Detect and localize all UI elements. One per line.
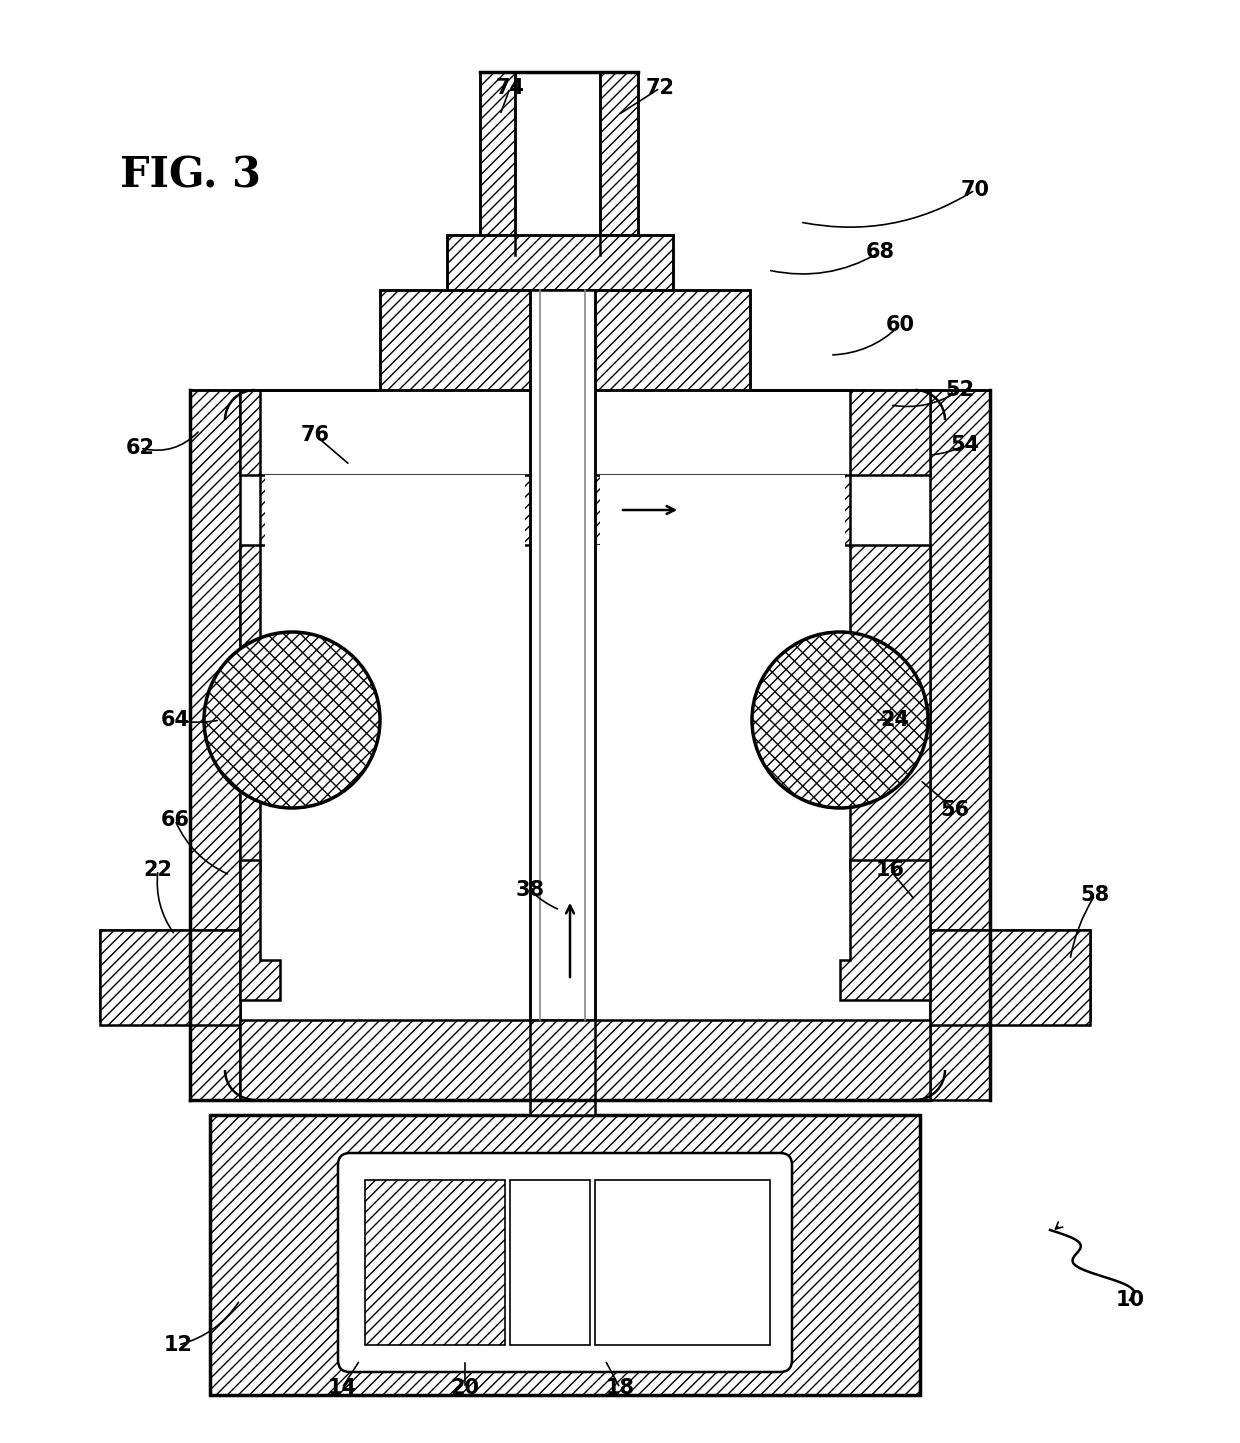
- Text: 64: 64: [160, 710, 190, 730]
- Text: 76: 76: [300, 426, 330, 444]
- Polygon shape: [100, 929, 241, 1025]
- Text: 74: 74: [496, 78, 525, 98]
- Bar: [529, 1020, 595, 1115]
- Bar: [265, 545, 525, 870]
- Polygon shape: [241, 545, 260, 870]
- Polygon shape: [241, 390, 379, 475]
- Text: 72: 72: [646, 78, 675, 98]
- Text: 12: 12: [164, 1335, 192, 1355]
- Text: 52: 52: [945, 380, 975, 400]
- Bar: [529, 545, 595, 1020]
- Polygon shape: [930, 390, 990, 1100]
- Bar: [241, 1020, 930, 1100]
- Polygon shape: [849, 545, 930, 870]
- Text: 38: 38: [516, 880, 544, 900]
- Bar: [210, 1115, 920, 1395]
- Text: 10: 10: [1116, 1290, 1145, 1310]
- Text: 68: 68: [866, 242, 894, 263]
- Text: 24: 24: [880, 710, 909, 730]
- Bar: [379, 290, 750, 390]
- Text: 70: 70: [961, 180, 990, 201]
- Text: 18: 18: [605, 1378, 635, 1398]
- Polygon shape: [480, 72, 515, 235]
- Bar: [446, 235, 673, 290]
- Text: 54: 54: [950, 434, 980, 455]
- FancyBboxPatch shape: [339, 1153, 792, 1372]
- Polygon shape: [260, 475, 849, 545]
- Polygon shape: [190, 390, 241, 1100]
- Polygon shape: [930, 929, 1090, 1020]
- Text: 58: 58: [1080, 885, 1110, 905]
- Bar: [365, 1180, 505, 1345]
- Bar: [510, 1180, 590, 1345]
- Polygon shape: [750, 390, 930, 475]
- Text: 20: 20: [450, 1378, 480, 1398]
- Circle shape: [205, 632, 379, 808]
- Text: 56: 56: [940, 799, 970, 820]
- Bar: [600, 475, 844, 545]
- Circle shape: [751, 632, 928, 808]
- Bar: [265, 475, 525, 545]
- Polygon shape: [241, 860, 280, 1000]
- Text: 14: 14: [327, 1378, 357, 1398]
- Text: 62: 62: [125, 439, 155, 457]
- Polygon shape: [600, 72, 639, 235]
- Text: 60: 60: [885, 315, 915, 335]
- Text: 66: 66: [160, 810, 190, 830]
- Bar: [595, 1180, 770, 1345]
- Text: 22: 22: [144, 860, 172, 880]
- Polygon shape: [100, 929, 241, 1020]
- Polygon shape: [930, 929, 1090, 1025]
- Bar: [595, 545, 844, 870]
- Text: 16: 16: [875, 860, 904, 880]
- Bar: [529, 290, 595, 1020]
- Text: FIG. 3: FIG. 3: [120, 154, 260, 196]
- Polygon shape: [839, 860, 930, 1000]
